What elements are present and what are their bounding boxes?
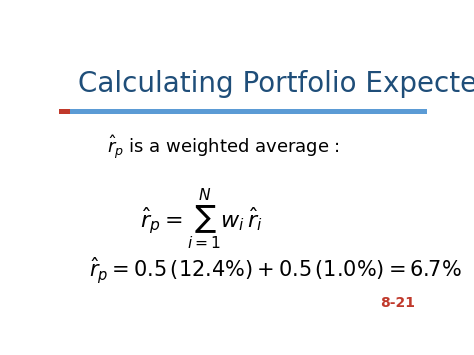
Text: Calculating Portfolio Expected Return: Calculating Portfolio Expected Return	[78, 70, 474, 98]
FancyBboxPatch shape	[70, 109, 427, 114]
Text: $\hat{r}_p$ is a weighted average :: $\hat{r}_p$ is a weighted average :	[107, 133, 340, 161]
FancyBboxPatch shape	[59, 109, 70, 114]
Text: 8-21: 8-21	[381, 296, 416, 311]
Text: $\hat{r}_p = \sum_{i=1}^{N} w_i\, \hat{r}_i$: $\hat{r}_p = \sum_{i=1}^{N} w_i\, \hat{r…	[140, 187, 263, 252]
Text: $\hat{r}_p = 0.5\,(12.4\%) + 0.5\,(1.0\%) = 6.7\%$: $\hat{r}_p = 0.5\,(12.4\%) + 0.5\,(1.0\%…	[89, 256, 462, 286]
